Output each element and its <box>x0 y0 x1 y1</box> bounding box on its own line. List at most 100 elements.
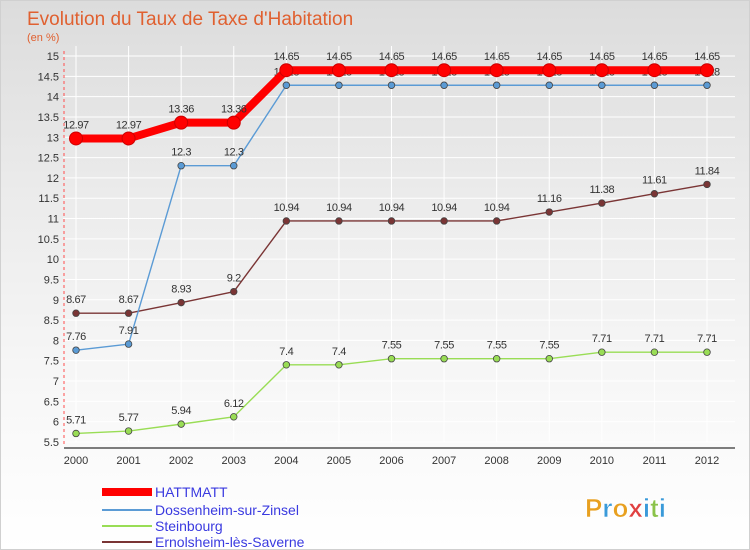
data-label: 8.67 <box>66 294 86 306</box>
y-tick-label: 13.5 <box>38 112 59 124</box>
data-point <box>440 81 448 89</box>
data-point <box>282 217 291 225</box>
x-tick-label: 2002 <box>169 455 193 467</box>
logo-letter: o <box>612 493 628 523</box>
x-tick-label: 2011 <box>643 455 667 467</box>
data-point <box>121 131 136 146</box>
data-label: 5.71 <box>66 414 86 426</box>
data-label: 7.55 <box>434 340 454 352</box>
data-label: 11.84 <box>695 165 720 177</box>
data-point <box>650 81 659 89</box>
data-label: 7.55 <box>487 340 507 352</box>
data-point <box>594 63 609 78</box>
logo-letter: i <box>643 493 650 523</box>
data-label: 8.93 <box>171 284 191 296</box>
data-point <box>177 298 185 307</box>
axes: 5.5 6 6.5 7 7.5 8 8.5 9 9.5 10 10.5 11 11.5 12 12.5 13 1… <box>38 51 735 467</box>
data-point <box>177 162 185 170</box>
y-tick-label: 7.5 <box>44 356 59 368</box>
y-tick-label: 7 <box>53 376 59 388</box>
y-tick-label: 15 <box>47 51 59 63</box>
y-tick-label: 8.5 <box>44 315 59 327</box>
data-label: 14.65 <box>379 51 405 63</box>
data-point <box>489 63 504 78</box>
legend-label: Ernolsheim-lès-Saverne <box>155 534 305 550</box>
legend-label: Dossenheim-sur-Zinsel <box>155 502 299 518</box>
data-label: 12.97 <box>63 119 89 131</box>
y-tick-label: 12.5 <box>38 153 59 165</box>
data-point <box>124 340 133 348</box>
data-point <box>384 63 399 78</box>
data-label: 10.94 <box>379 202 405 214</box>
series-layer: 8.67 8.67 8.93 9.2 10.94 10.94 10.94 10.94 10.94… <box>63 51 720 438</box>
data-label: 9.2 <box>227 273 241 285</box>
series-2: 5.71 5.77 5.94 6.12 7.4 7.4 7.55 7.55 7.55 7.55 7.… <box>66 333 718 438</box>
y-tick-label: 11 <box>48 214 59 226</box>
data-point <box>542 63 557 78</box>
data-point <box>226 115 241 130</box>
legend: HATTMATT Dossenheim-sur-ZinselSteinbourgE… <box>102 484 305 550</box>
data-point <box>230 162 238 170</box>
data-label: 7.4 <box>279 346 293 358</box>
data-label: 14.65 <box>484 51 510 63</box>
data-point <box>440 217 448 225</box>
x-tick-label: 2012 <box>695 455 719 467</box>
data-point <box>545 208 553 216</box>
data-point <box>387 81 396 89</box>
logo-letter: t <box>650 493 659 523</box>
logo-letter: r <box>602 493 612 523</box>
data-point <box>598 348 606 356</box>
data-label: 7.71 <box>592 333 612 345</box>
data-point <box>124 309 133 317</box>
data-point <box>282 361 291 369</box>
data-point <box>72 429 80 438</box>
x-tick-label: 2007 <box>432 455 456 467</box>
y-tick-label: 13 <box>47 132 59 144</box>
data-label: 14.65 <box>694 51 720 63</box>
data-label: 14.65 <box>431 51 457 63</box>
data-point <box>703 348 711 356</box>
data-point <box>230 413 238 421</box>
data-point <box>282 81 291 89</box>
y-tick-label: 14 <box>47 92 59 104</box>
data-point <box>177 420 185 428</box>
y-tick-label: 11.5 <box>38 193 59 205</box>
series-3: 8.67 8.67 8.93 9.2 10.94 10.94 10.94 10.94 10.94… <box>66 165 720 317</box>
x-tick-label: 2001 <box>116 455 140 467</box>
data-label: 10.94 <box>326 202 352 214</box>
data-point <box>650 348 659 356</box>
grid <box>63 46 735 443</box>
data-label: 10.94 <box>431 202 457 214</box>
data-point <box>492 217 501 225</box>
x-tick-label: 2004 <box>274 455 298 467</box>
y-tick-label: 5.5 <box>44 437 59 449</box>
logo-letter: x <box>628 493 643 523</box>
chart-title: Evolution du Taux de Taxe d'Habitation <box>27 9 353 30</box>
y-tick-label: 14.5 <box>38 71 59 83</box>
data-point <box>492 81 501 89</box>
data-label: 6.12 <box>224 398 244 410</box>
data-label: 14.65 <box>589 51 615 63</box>
y-tick-label: 10 <box>47 254 59 266</box>
data-label: 7.55 <box>539 340 559 352</box>
data-label: 14.65 <box>642 51 668 63</box>
data-point <box>72 309 80 317</box>
data-point <box>700 63 714 78</box>
data-label: 11.16 <box>537 193 562 205</box>
data-point <box>279 63 294 78</box>
data-point <box>703 180 711 189</box>
data-point <box>440 355 448 363</box>
data-label: 14.65 <box>274 51 300 63</box>
data-label: 7.76 <box>66 331 86 343</box>
data-point <box>545 355 553 363</box>
data-point <box>124 427 133 435</box>
x-tick-label: 2005 <box>327 455 351 467</box>
data-label: 7.55 <box>382 340 402 352</box>
x-tick-label: 2010 <box>590 455 614 467</box>
data-label: 7.71 <box>697 333 717 345</box>
data-label: 12.97 <box>116 119 142 131</box>
data-label: 14.65 <box>536 51 562 63</box>
data-point <box>335 81 343 89</box>
